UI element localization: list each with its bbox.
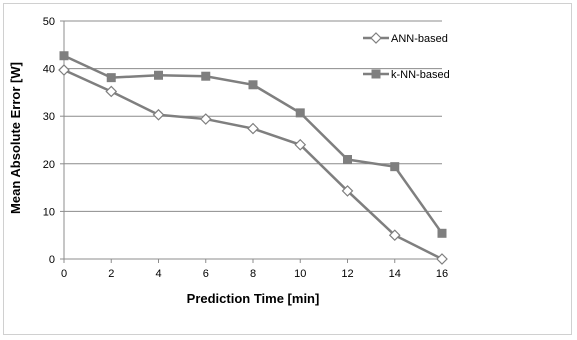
data-point-ann-based-16 bbox=[436, 253, 448, 265]
legend-item-k-nn-based: k-NN-based bbox=[363, 69, 450, 81]
data-point-k-nn-based-10 bbox=[295, 108, 305, 118]
x-tick-label-8: 8 bbox=[250, 268, 256, 280]
data-point-ann-based-12 bbox=[341, 185, 354, 197]
data-point-k-nn-based-4 bbox=[154, 70, 163, 80]
series-ann-based bbox=[58, 64, 448, 265]
data-point-k-nn-based-0 bbox=[59, 51, 69, 61]
y-axis-title: Mean Absolute Error [W] bbox=[8, 62, 23, 214]
data-point-k-nn-based-8 bbox=[248, 80, 258, 90]
legend-label-k-nn-based: k-NN-based bbox=[391, 69, 450, 81]
data-point-k-nn-based-14 bbox=[390, 162, 400, 172]
y-tick-label-50: 50 bbox=[43, 16, 55, 28]
y-tick-label-30: 30 bbox=[43, 111, 55, 123]
x-tick-label-4: 4 bbox=[155, 268, 161, 280]
data-point-ann-based-0 bbox=[58, 64, 70, 76]
x-tick-label-12: 12 bbox=[341, 268, 353, 280]
legend-marker-ann-based bbox=[370, 32, 382, 44]
series-k-nn-based bbox=[59, 51, 447, 238]
data-point-ann-based-14 bbox=[388, 229, 401, 242]
data-point-ann-based-6 bbox=[199, 113, 212, 125]
data-point-k-nn-based-12 bbox=[343, 155, 352, 165]
y-tick-label-0: 0 bbox=[49, 254, 55, 266]
axis-layer: 0 10 20 30 40 50 0 2 4 6 8 10 12 14 16 bbox=[43, 16, 448, 280]
x-tick-label-14: 14 bbox=[389, 268, 401, 280]
data-point-ann-based-10 bbox=[294, 138, 307, 151]
grid-layer bbox=[64, 20, 442, 260]
x-tick-label-2: 2 bbox=[108, 268, 114, 280]
x-tick-label-10: 10 bbox=[294, 268, 306, 280]
x-tick-label-6: 6 bbox=[203, 268, 209, 280]
legend-item-ann-based: ANN-based bbox=[363, 32, 448, 45]
series-layer bbox=[58, 51, 448, 265]
data-point-k-nn-based-2 bbox=[106, 73, 116, 83]
data-point-ann-based-4 bbox=[152, 108, 165, 121]
x-axis-title: Prediction Time [min] bbox=[187, 291, 320, 306]
data-point-ann-based-2 bbox=[105, 85, 118, 98]
data-point-ann-based-8 bbox=[247, 122, 259, 135]
y-tick-label-10: 10 bbox=[43, 206, 55, 218]
y-tick-label-40: 40 bbox=[43, 64, 55, 76]
legend: ANN-based k-NN-based bbox=[363, 32, 450, 81]
x-tick-label-0: 0 bbox=[61, 268, 67, 280]
legend-marker-k-nn-based bbox=[371, 69, 381, 79]
y-tick-label-20: 20 bbox=[43, 159, 55, 171]
chart-frame bbox=[3, 3, 572, 335]
data-point-k-nn-based-16 bbox=[437, 228, 447, 238]
data-point-k-nn-based-6 bbox=[201, 71, 211, 81]
legend-label-ann-based: ANN-based bbox=[391, 33, 448, 45]
x-tick-label-16: 16 bbox=[436, 268, 448, 280]
